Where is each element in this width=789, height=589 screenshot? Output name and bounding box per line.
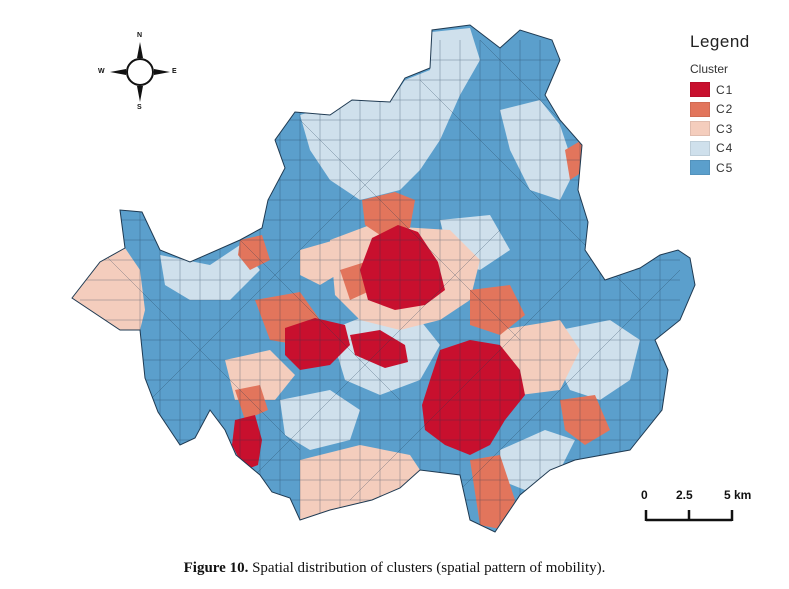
scale-bar-graphic: [644, 510, 734, 522]
c4-region-northeast: [500, 100, 575, 200]
c1-region-central-strip: [350, 330, 408, 368]
scale-bar: 0 2.5 5 km: [636, 488, 766, 528]
north-arrow-compass: N S E W: [98, 32, 180, 112]
legend-swatch-c5: [690, 160, 710, 176]
compass-rose-icon: [110, 42, 170, 102]
legend-swatch-c2: [690, 101, 710, 117]
city-outline: [71, 24, 696, 533]
legend-item-c1: C1: [690, 80, 780, 100]
legend-item-c5: C5: [690, 158, 780, 178]
c3-region-north-band: [300, 240, 345, 285]
legend-label-c1: C1: [716, 82, 734, 97]
scale-label-0: 0: [641, 488, 648, 502]
legend-swatch-c3: [690, 121, 710, 137]
figure-caption: Figure 10. Spatial distribution of clust…: [0, 560, 789, 577]
c1-region-southwest-core: [232, 415, 262, 470]
c3-region-far-west: [72, 248, 145, 330]
c4-region-north-mountain: [300, 28, 480, 200]
figure-caption-text: Spatial distribution of clusters (spatia…: [248, 560, 606, 576]
legend-swatch-c1: [690, 82, 710, 98]
c1-region-west-core: [285, 318, 350, 370]
legend-item-c4: C4: [690, 139, 780, 159]
scale-label-5km: 5 km: [724, 488, 752, 502]
compass-east-label: E: [172, 68, 177, 75]
legend-subtitle: Cluster: [690, 62, 729, 76]
compass-south-label: S: [137, 104, 142, 111]
scale-label-2-5: 2.5: [676, 488, 693, 502]
legend-item-c2: C2: [690, 100, 780, 120]
c2-region-center-east: [470, 285, 525, 335]
map-legend: Legend Cluster C1 C2 C3 C4 C5: [690, 32, 780, 178]
legend-label-c3: C3: [716, 121, 734, 136]
legend-item-c3: C3: [690, 119, 780, 139]
c4-region-west: [160, 245, 260, 300]
legend-swatch-c4: [690, 140, 710, 156]
legend-label-c5: C5: [716, 160, 734, 175]
c2-region-northwest: [238, 235, 270, 270]
c1-region-north-core: [360, 225, 445, 310]
c1-region-southeast-core: [422, 340, 525, 455]
figure-caption-label: Figure 10.: [183, 560, 249, 576]
c2-region-south-tail: [470, 455, 515, 530]
compass-west-label: W: [98, 68, 105, 75]
compass-north-label: N: [137, 32, 143, 39]
c2-region-north: [362, 192, 415, 235]
legend-label-c2: C2: [716, 102, 734, 117]
legend-label-c4: C4: [716, 141, 734, 156]
legend-title: Legend: [690, 32, 750, 51]
